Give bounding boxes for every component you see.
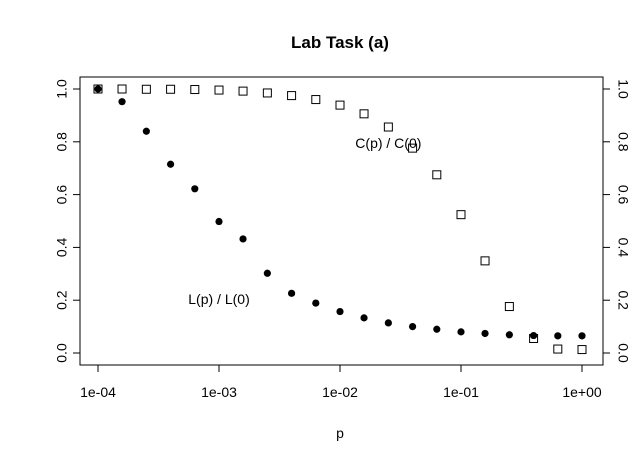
series-1	[94, 85, 586, 340]
x-tick-label: 1e-02	[322, 384, 358, 400]
data-point-circle	[408, 323, 417, 331]
y-tick-label: 1.0	[54, 79, 70, 99]
data-point-square	[553, 344, 563, 354]
y-right-tick-label: 0.0	[615, 343, 631, 363]
data-point-circle	[239, 235, 247, 243]
data-point-circle	[312, 299, 320, 307]
chart-title: Lab Task (a)	[291, 33, 389, 52]
y-right-tick-label: 0.2	[615, 290, 631, 310]
data-point-square	[504, 302, 514, 312]
y-tick-label: 0.6	[54, 185, 70, 205]
x-axis: 1e-04 1e-03 1e-02 1e-01 1e+00	[80, 364, 602, 400]
data-point-square	[262, 88, 272, 98]
x-tick-label: 1e-03	[201, 384, 237, 400]
data-point-circle	[457, 328, 465, 336]
y-tick-label: 0.0	[54, 343, 70, 363]
series-2	[93, 84, 587, 355]
data-point-circle	[118, 98, 126, 106]
annotation-label: L(p) / L(0)	[188, 291, 249, 307]
data-point-circle	[529, 331, 538, 340]
y-right-tick-label: 0.8	[615, 132, 631, 152]
data-point-circle	[336, 307, 344, 316]
data-point-circle	[94, 85, 102, 93]
data-point-square	[383, 122, 393, 132]
data-point-square	[529, 333, 539, 343]
data-point-circle	[287, 289, 296, 297]
data-point-square	[141, 84, 151, 94]
data-point-square	[117, 84, 127, 94]
data-point-square	[287, 91, 297, 101]
data-point-square	[408, 143, 418, 153]
y-tick-label: 0.8	[54, 132, 70, 152]
data-point-square	[456, 210, 466, 220]
y-axis-left: 0.0 0.2 0.4 0.6 0.8 1.0	[54, 79, 81, 363]
data-point-circle	[384, 319, 392, 327]
data-point-circle	[142, 127, 150, 135]
data-point-circle	[433, 325, 441, 333]
y-tick-label: 0.4	[54, 237, 70, 257]
data-point-square	[359, 109, 369, 119]
data-point-circle	[263, 269, 271, 277]
data-point-circle	[166, 160, 175, 168]
x-axis-label: p	[336, 425, 344, 441]
data-point-square	[311, 95, 321, 105]
data-point-square	[480, 256, 490, 266]
data-marks	[93, 84, 587, 355]
data-point-square	[166, 84, 176, 94]
data-point-circle	[554, 332, 562, 340]
data-point-circle	[481, 329, 489, 338]
x-tick-label: 1e-04	[80, 384, 116, 400]
data-point-circle	[578, 332, 586, 340]
data-point-circle	[191, 185, 199, 193]
data-point-circle	[215, 217, 223, 226]
data-point-square	[432, 170, 442, 180]
data-point-circle	[360, 314, 368, 322]
plot-frame	[79, 76, 604, 366]
data-point-circle	[505, 331, 513, 339]
x-tick-label: 1e-01	[443, 384, 479, 400]
data-point-square	[238, 86, 248, 96]
data-point-square	[577, 345, 587, 355]
annotation-label: C(p) / C(0)	[355, 135, 421, 151]
data-point-square	[335, 100, 345, 110]
annotations: C(p) / C(0) L(p) / L(0)	[188, 135, 421, 307]
y-right-tick-label: 1.0	[615, 79, 631, 99]
y-tick-label: 0.2	[54, 290, 70, 310]
y-right-tick-label: 0.6	[615, 185, 631, 205]
data-point-square	[93, 84, 103, 94]
y-right-tick-label: 0.4	[615, 238, 631, 258]
data-point-square	[190, 85, 200, 95]
y-axis-right: 0.0 0.2 0.4 0.6 0.8 1.0	[602, 79, 631, 363]
x-tick-label: 1e+00	[562, 384, 602, 400]
data-point-square	[214, 85, 224, 95]
